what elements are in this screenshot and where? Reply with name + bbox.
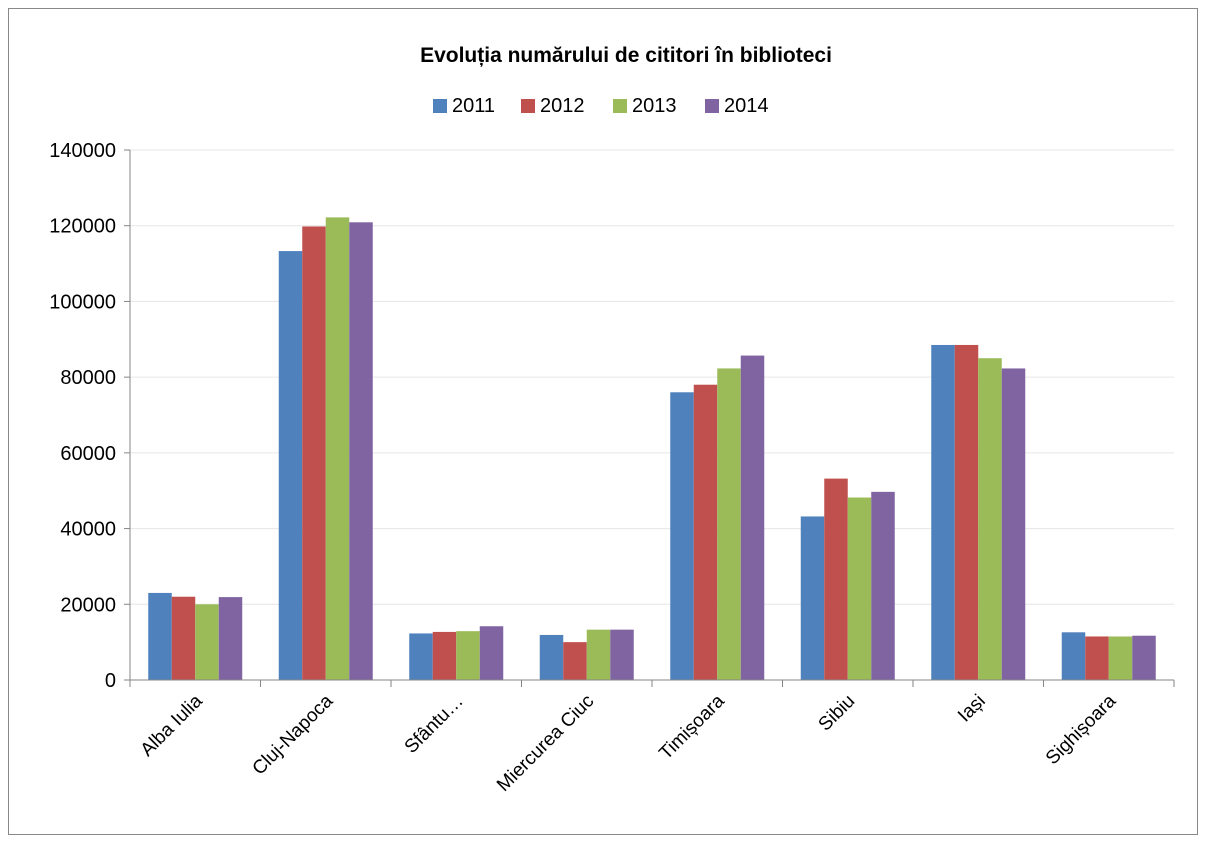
- y-tick-label: 60000: [60, 443, 116, 465]
- bar-2014-0: [218, 597, 243, 680]
- legend-swatch-2011: [433, 99, 447, 113]
- bar-2012-0: [171, 596, 196, 680]
- x-category-label: Sfântu…: [401, 691, 468, 758]
- y-tick-label: 80000: [60, 367, 116, 389]
- x-category-label: Cluj-Napoca: [249, 690, 338, 779]
- bar-2013-1: [325, 217, 350, 680]
- bar-2011-1: [278, 251, 303, 681]
- bar-2013-4: [717, 368, 741, 680]
- x-category-label: Sighișoara: [1042, 690, 1121, 769]
- bar-2013-5: [847, 497, 872, 680]
- bar-2012-5: [824, 478, 848, 680]
- bar-2013-6: [978, 358, 1002, 680]
- legend-label: 2014: [724, 95, 769, 117]
- y-tick-label: 100000: [49, 291, 116, 313]
- y-tick-label: 0: [105, 670, 116, 692]
- bar-2012-7: [1085, 636, 1109, 680]
- legend: 2011 2012 2013 2014: [433, 95, 769, 117]
- bar-2013-0: [195, 604, 219, 680]
- bar-2012-6: [954, 344, 979, 680]
- bar-2011-7: [1061, 632, 1086, 680]
- bar-2011-4: [670, 392, 694, 680]
- x-category-label: Miercurea Ciuc: [493, 691, 598, 796]
- x-category-label: Iași: [954, 691, 990, 727]
- bar-2011-3: [539, 634, 564, 680]
- bars: [148, 217, 1156, 681]
- x-category-label: Alba Iulia: [137, 690, 207, 760]
- bar-2014-2: [479, 626, 504, 680]
- bar-2014-1: [349, 222, 373, 681]
- legend-swatch-2013: [613, 99, 627, 113]
- x-category-label: Timișoara: [655, 690, 729, 764]
- bar-2013-7: [1108, 636, 1133, 680]
- bar-2011-2: [409, 633, 433, 680]
- bar-2013-2: [456, 631, 480, 680]
- legend-label: 2012: [540, 95, 585, 117]
- bar-2011-6: [931, 344, 955, 680]
- y-tick-label: 20000: [60, 594, 116, 616]
- bar-2012-2: [432, 631, 457, 680]
- x-category-label: Sibiu: [815, 691, 860, 736]
- legend-swatch-2014: [705, 99, 719, 113]
- y-tick-label: 120000: [49, 216, 116, 238]
- bar-2014-5: [871, 491, 895, 680]
- bar-2014-6: [1001, 368, 1026, 680]
- bar-2014-7: [1132, 635, 1156, 680]
- legend-label: 2013: [632, 95, 677, 117]
- bar-2011-5: [800, 516, 825, 680]
- legend-swatch-2012: [521, 99, 535, 113]
- bar-2012-1: [302, 226, 326, 680]
- legend-label: 2011: [452, 95, 495, 117]
- bar-2014-4: [740, 355, 765, 680]
- bar-2011-0: [148, 592, 172, 680]
- bar-2014-3: [610, 629, 634, 680]
- bar-2013-3: [586, 629, 611, 680]
- bar-2012-3: [563, 642, 587, 680]
- y-tick-label: 140000: [49, 140, 116, 162]
- bar-2012-4: [693, 384, 718, 680]
- y-tick-label: 40000: [60, 519, 116, 541]
- chart-title: Evoluția numărului de cititori în biblio…: [420, 44, 832, 67]
